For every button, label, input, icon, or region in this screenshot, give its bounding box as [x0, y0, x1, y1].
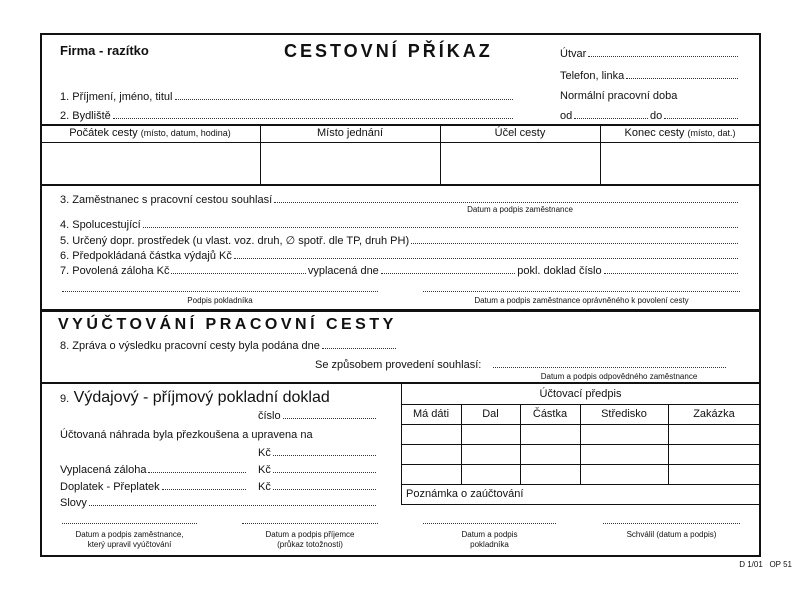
cashier-signature-label: Podpis pokladníka — [187, 296, 253, 305]
companions-field[interactable]: 4. Spolucestující — [60, 218, 740, 232]
label: 3. Zaměstnanec s pracovní cestou souhlas… — [60, 194, 273, 206]
approved-signature-label: Schválil (datum a podpis) — [626, 530, 717, 539]
settlement-title: VYÚČTOVÁNÍ PRACOVNÍ CESTY — [58, 316, 397, 333]
signature-line[interactable] — [242, 522, 378, 524]
col-meeting-place: Místo jednání — [316, 127, 384, 139]
label: 4. Spolucestující — [60, 219, 141, 231]
label: 7. Povolená záloha Kč — [60, 265, 170, 277]
recipient-signature-label: Datum a podpis příjemce (průkaz totožnost… — [265, 530, 355, 549]
cash-doc-title: 9. Výdajový - příjmový pokladní doklad — [60, 389, 330, 406]
label: Se způsobem provedení souhlasí: — [315, 359, 482, 371]
reviewed-amount-field[interactable]: Kč — [258, 446, 378, 460]
trip-purpose-cell[interactable] — [441, 143, 600, 184]
label: Kč — [258, 481, 271, 493]
form-code: D 1/01 OP 51 — [739, 560, 792, 569]
phone-field[interactable]: Telefon, linka — [560, 69, 740, 83]
authorizer-signature-line[interactable] — [423, 290, 740, 292]
label: pokl. doklad číslo — [517, 265, 602, 277]
amount-in-words-field[interactable]: Slovy — [60, 496, 378, 510]
trip-start-cell[interactable] — [41, 143, 260, 184]
report-date-field[interactable]: 8. Zpráva o výsledku pracovní cesty byla… — [60, 339, 398, 353]
label: Útvar — [560, 48, 587, 60]
cashier-signature-label: Datum a podpis pokladníka — [461, 530, 518, 549]
col-cost-center: Středisko — [601, 408, 647, 420]
advance-paid-field[interactable]: Kč — [258, 463, 378, 477]
col-debit: Má dáti — [412, 408, 450, 420]
label: Telefon, linka — [560, 70, 625, 82]
col-order: Zakázka — [693, 408, 735, 420]
divider — [40, 184, 760, 186]
name-field[interactable]: 1. Příjmení, jméno, titul — [60, 90, 515, 104]
label: vyplacená dne — [307, 265, 379, 277]
employee-signature-label: Datum a podpis zaměstnance, který upravil… — [75, 530, 184, 549]
label: 5. Určený dopr. prostředek (u vlast. voz… — [60, 235, 410, 247]
col-amount: Částka — [532, 408, 568, 420]
label: Kč — [258, 447, 271, 459]
work-hours-field[interactable]: od do — [560, 109, 740, 123]
surcharge-label: Doplatek - Přeplatek — [60, 480, 248, 494]
label: 2. Bydliště — [60, 110, 111, 122]
meeting-place-cell[interactable] — [261, 143, 440, 184]
label: 6. Předpokládaná částka výdajů Kč — [60, 250, 232, 262]
authorizer-signature-label: Datum a podpis zaměstnance oprávněného k… — [474, 296, 689, 305]
work-hours-label: Normální pracovní doba — [560, 90, 678, 102]
advance-paid-label: Vyplacená záloha — [60, 463, 248, 477]
expected-cost-field[interactable]: 6. Předpokládaná částka výdajů Kč — [60, 249, 740, 263]
label: od — [560, 110, 573, 122]
accounting-note-label: Poznámka o zaúčtování — [406, 488, 524, 500]
transport-field[interactable]: 5. Určený dopr. prostředek (u vlast. voz… — [60, 234, 740, 248]
trip-end-cell[interactable] — [601, 143, 759, 184]
agree-field[interactable]: Se způsobem provedení souhlasí: — [315, 358, 728, 372]
cashier-signature-line[interactable] — [62, 290, 378, 292]
label: Slovy — [60, 497, 87, 509]
signature-line[interactable] — [603, 522, 740, 524]
form-frame — [40, 33, 761, 557]
doc-number-field[interactable]: číslo — [258, 409, 378, 423]
col-trip-purpose: Účel cesty — [494, 127, 546, 139]
divider — [40, 309, 760, 312]
divider — [40, 382, 760, 384]
col-trip-end: Konec cesty (místo, dat.) — [624, 127, 736, 139]
col-trip-start: Počátek cesty (místo, datum, hodina) — [69, 127, 231, 139]
label: do — [650, 110, 663, 122]
firm-stamp-label: Firma - razítko — [60, 43, 149, 58]
address-field[interactable]: 2. Bydliště — [60, 109, 515, 123]
accounting-title: Účtovací předpis — [539, 388, 622, 400]
advance-field[interactable]: 7. Povolená záloha Kč vyplacená dne pokl. … — [60, 264, 740, 278]
page-title: CESTOVNÍ PŘÍKAZ — [284, 41, 493, 61]
agree-signature-label: Datum a podpis odpovědného zaměstnance — [540, 372, 698, 381]
divider — [40, 142, 760, 143]
label: 8. Zpráva o výsledku pracovní cesty byla… — [60, 340, 320, 352]
label: Kč — [258, 464, 271, 476]
reviewed-label: Účtovaná náhrada byla přezkoušena a upra… — [60, 429, 313, 441]
label: číslo — [258, 410, 281, 422]
consent-field[interactable]: 3. Zaměstnanec s pracovní cestou souhlas… — [60, 193, 740, 207]
label: 1. Příjmení, jméno, titul — [60, 91, 173, 103]
divider — [40, 124, 760, 126]
consent-signature-label: Datum a podpis zaměstnance — [467, 205, 573, 214]
signature-line[interactable] — [62, 522, 197, 524]
col-credit: Dal — [482, 408, 499, 420]
surcharge-field[interactable]: Kč — [258, 480, 378, 494]
unit-field[interactable]: Útvar — [560, 47, 740, 61]
signature-line[interactable] — [423, 522, 556, 524]
